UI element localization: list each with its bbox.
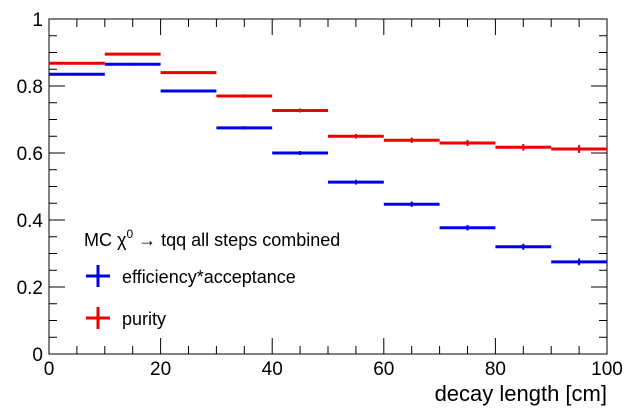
legend-header-superscript: 0 [126,227,133,241]
x-tick-label: 40 [262,359,283,380]
axis-ticks [48,18,608,355]
x-tick-label: 60 [373,359,394,380]
series-purity [49,52,607,153]
y-tick-label: 0.4 [17,211,44,232]
x-tick-label: 80 [485,359,506,380]
legend-header-symbol: χ [117,230,127,250]
tick-labels: 0 20 40 60 80 100 0 0.2 0.4 0.6 0.8 1 [17,10,623,380]
legend-label: efficiency*acceptance [122,267,296,287]
y-tick-label: 1 [32,10,43,31]
data-series [49,52,607,266]
legend-header-suffix: → tqq all steps combined [133,230,340,250]
legend-header: MC χ0 → tqq all steps combined [84,227,340,250]
series-efficiency [49,62,607,266]
y-tick-label: 0.6 [17,144,43,165]
y-tick-label: 0.8 [17,77,43,98]
x-axis-title: decay length [cm] [435,381,607,406]
x-tick-label: 20 [150,359,171,380]
x-tick-label: 0 [44,359,55,380]
y-tick-label: 0 [32,345,43,366]
legend-label: purity [122,309,166,329]
x-tick-label: 100 [591,359,623,380]
legend-header-prefix: MC [84,230,117,250]
y-tick-label: 0.2 [17,278,43,299]
legend-entries: efficiency*acceptance purity [86,265,296,329]
legend: MC χ0 → tqq all steps combined efficienc… [84,227,340,329]
